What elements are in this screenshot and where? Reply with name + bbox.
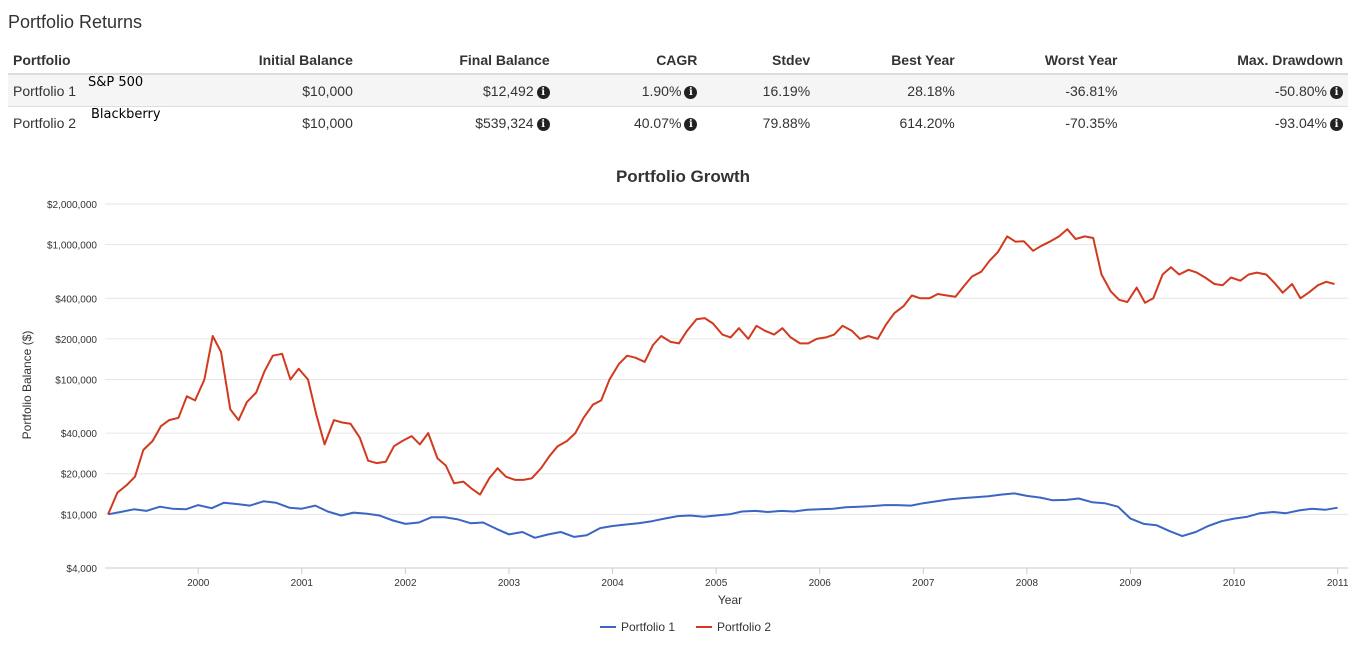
x-tick-label: 2009: [1119, 578, 1142, 589]
max-drawdown-cell: -50.80% i: [1122, 74, 1348, 107]
info-circle-icon[interactable]: i: [1330, 85, 1343, 99]
col-header-cagr: CAGR: [554, 46, 703, 75]
col-header-worst-year: Worst Year: [959, 46, 1123, 75]
cagr-value: 40.07%: [633, 114, 682, 131]
cagr-value: 1.90%: [641, 82, 682, 99]
cagr-cell: 40.07% i: [555, 107, 703, 139]
x-tick-label: 2004: [601, 578, 624, 589]
y-tick-label: $40,000: [61, 429, 98, 440]
y-tick-label: $100,000: [55, 375, 97, 386]
x-tick-label: 2006: [809, 578, 832, 589]
col-header-portfolio: Portfolio: [8, 46, 136, 75]
col-header-stdev: Stdev: [702, 46, 816, 75]
y-tick-label: $10,000: [61, 510, 98, 521]
col-header-final-balance: Final Balance: [357, 46, 555, 75]
final-balance-cell: $12,492 i: [357, 74, 555, 107]
chart-axes: $4,000 $10,000 $20,000 $40,000 $100,000 $200,…: [47, 200, 1349, 589]
y-axis-title: Portfolio Balance ($): [20, 331, 34, 440]
x-tick-label: 2011: [1327, 578, 1349, 589]
x-tick-label: 2007: [912, 578, 935, 589]
info-circle-icon[interactable]: i: [536, 117, 550, 131]
x-tick-label: 2002: [394, 578, 417, 589]
info-circle-icon[interactable]: i: [536, 85, 550, 99]
best-year-cell: 28.18%: [815, 74, 960, 107]
chart-title: Portfolio Growth: [616, 167, 750, 186]
chart-grid: [105, 203, 1348, 569]
final-balance-value: $539,324: [475, 114, 534, 131]
y-tick-label: $1,000,000: [47, 241, 97, 252]
table-row: Portfolio 2 Blackberry $10,000 $539,324 i…: [8, 107, 1348, 139]
final-balance-cell: $539,324 i: [358, 107, 555, 139]
legend-label: Portfolio 2: [717, 620, 771, 634]
x-tick-label: 2000: [187, 578, 210, 589]
legend-item-portfolio-2[interactable]: Portfolio 2: [696, 620, 771, 634]
info-circle-icon[interactable]: i: [684, 85, 698, 99]
final-balance-value: $12,492: [483, 82, 534, 99]
portfolio-name: Portfolio 1: [13, 82, 77, 99]
portfolio-name: Portfolio 2: [13, 114, 77, 131]
initial-balance-cell: $10,000: [302, 114, 353, 131]
y-tick-label: $20,000: [61, 470, 98, 481]
col-header-initial-balance: Initial Balance: [135, 46, 358, 75]
col-header-max-drawdown: Max. Drawdown: [1122, 46, 1348, 75]
cagr-cell: 1.90% i: [554, 74, 703, 107]
initial-balance-cell: $10,000: [135, 74, 358, 107]
legend-label: Portfolio 1: [621, 620, 675, 634]
x-tick-label: 2001: [291, 578, 314, 589]
portfolio-name-cell: Portfolio 1 S&P 500: [8, 74, 143, 107]
x-tick-label: 2008: [1016, 578, 1039, 589]
y-tick-label: $2,000,000: [47, 200, 97, 211]
x-tick-label: 2003: [498, 578, 521, 589]
x-axis-title: Year: [718, 593, 742, 607]
worst-year-cell: -70.35%: [1065, 114, 1118, 131]
section-title: Portfolio Returns: [8, 12, 143, 32]
x-tick-label: 2005: [705, 578, 728, 589]
max-drawdown-cell: -93.04% i: [1122, 107, 1348, 139]
max-drawdown-value: -50.80%: [1274, 82, 1327, 99]
worst-year-cell: -36.81%: [959, 74, 1123, 107]
info-circle-icon[interactable]: i: [1330, 117, 1343, 131]
y-tick-label: $400,000: [55, 294, 97, 305]
stdev-cell: 16.19%: [702, 74, 816, 107]
stdev-cell: 79.88%: [762, 114, 811, 131]
portfolio-note: S&P 500: [88, 75, 144, 90]
col-header-best-year: Best Year: [815, 46, 960, 75]
portfolio-name-cell: Portfolio 2 Blackberry: [8, 107, 161, 139]
portfolio-note: Blackberry: [91, 107, 161, 122]
series-line-portfolio-2[interactable]: [107, 228, 1335, 515]
series-line-portfolio-1[interactable]: [107, 492, 1338, 539]
chart-legend[interactable]: Portfolio 1 Portfolio 2: [600, 620, 771, 634]
portfolio-growth-chart: $4,000 $10,000 $20,000 $40,000 $100,000 $200,…: [20, 167, 1349, 634]
y-tick-label: $4,000: [66, 564, 97, 575]
max-drawdown-value: -93.04%: [1274, 114, 1327, 131]
y-tick-label: $200,000: [55, 335, 97, 346]
x-tick-label: 2010: [1223, 578, 1246, 589]
info-circle-icon[interactable]: i: [684, 117, 698, 131]
legend-item-portfolio-1[interactable]: Portfolio 1: [600, 620, 675, 634]
chart-series[interactable]: [107, 228, 1338, 539]
table-row: Portfolio 1 S&P 500 $10,000 $12,492 i 1.9…: [8, 74, 1348, 107]
table-header-row: Portfolio Initial Balance Final Balance …: [8, 46, 1348, 75]
best-year-cell: 614.20%: [899, 114, 955, 131]
portfolio-returns-table: Portfolio Initial Balance Final Balance …: [8, 46, 1348, 138]
